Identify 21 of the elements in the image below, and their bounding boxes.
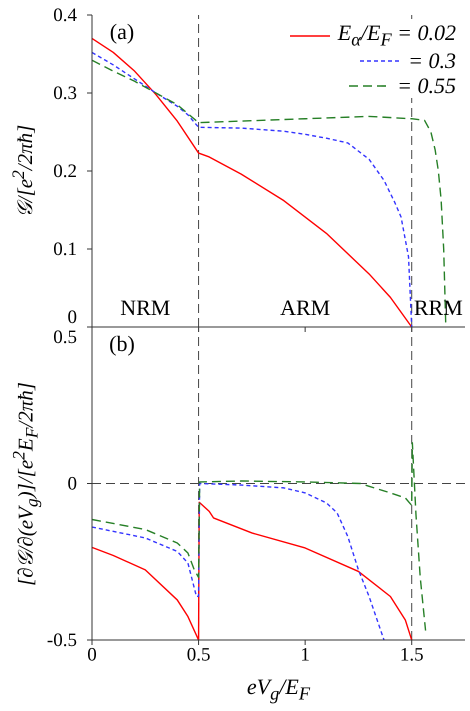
y-tick-label: 0.2 <box>53 161 77 182</box>
y-tick-label: -0.5 <box>46 630 77 651</box>
y-tick-label: 0.1 <box>53 239 77 260</box>
x-tick-label: 0.5 <box>186 644 210 666</box>
annotation: ARM <box>280 295 330 320</box>
x-tick-label: 0 <box>87 644 97 666</box>
x-tick-label: 1 <box>300 644 310 666</box>
x-tick-label: 1.5 <box>400 644 424 666</box>
annotation: (b) <box>109 331 135 356</box>
y-tick-label: 0.4 <box>53 5 78 26</box>
y-tick-label: 0 <box>68 474 77 494</box>
annotation: NRM <box>120 295 170 320</box>
annotation: (a) <box>110 19 134 44</box>
legend-label: = 0.3 <box>408 48 456 74</box>
y-tick-label: 0.3 <box>53 83 77 104</box>
x-axis-title: eV$_{g}$/E$_{F}$ <box>246 674 312 704</box>
legend-label: E$_{α}$/E$_{F}$ = 0.02 <box>338 20 456 50</box>
legend-label: = 0.55 <box>397 72 456 98</box>
annotation: RRM <box>414 295 463 320</box>
y-tick-label: 0 <box>68 307 77 328</box>
y-tick-label: 0.5 <box>53 327 77 348</box>
